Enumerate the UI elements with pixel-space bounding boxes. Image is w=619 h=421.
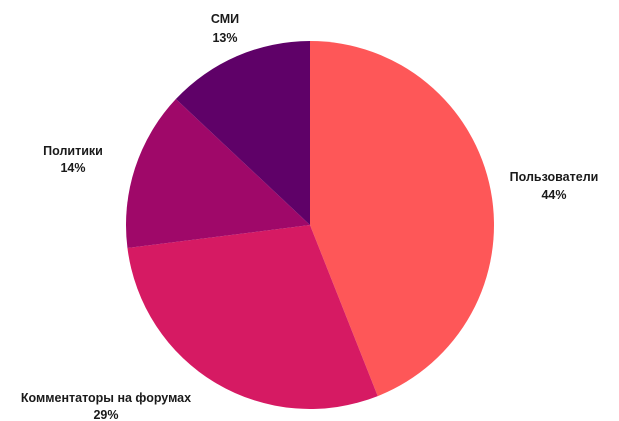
pie-labels: Пользователи 44% Комментаторы на форумах 29… xyxy=(21,12,598,421)
slice-value-users: 44% xyxy=(541,188,566,202)
slice-label-forum-commenters: Комментаторы на форумах xyxy=(21,391,191,405)
slice-label-media: СМИ xyxy=(211,12,239,26)
slice-value-media: 13% xyxy=(212,31,237,45)
slice-label-users: Пользователи xyxy=(510,170,599,184)
slice-label-politicians: Политики xyxy=(43,144,103,158)
pie-slice-politicians xyxy=(125,99,310,249)
slice-value-forum-commenters: 29% xyxy=(93,408,118,421)
pie-slice-media xyxy=(175,41,310,225)
slice-value-politicians: 14% xyxy=(60,161,85,175)
pie-slice-users xyxy=(310,41,494,397)
pie-slice-forum-commenters xyxy=(127,225,378,409)
pie-slices xyxy=(125,41,494,409)
